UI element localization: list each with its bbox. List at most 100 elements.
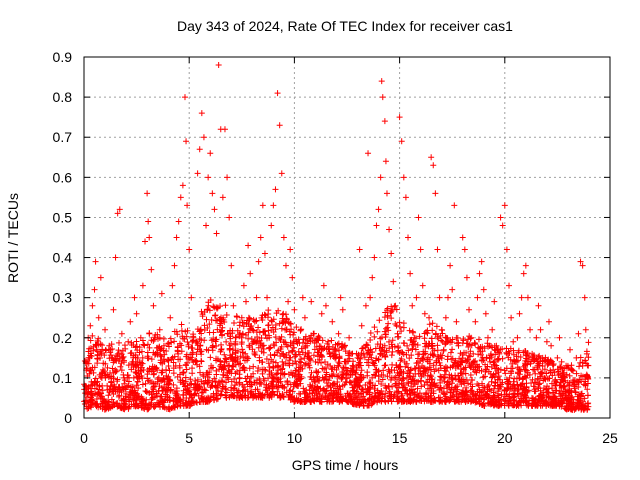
data-point (329, 319, 335, 325)
data-point (430, 162, 436, 168)
data-point (365, 150, 371, 156)
data-point (445, 295, 451, 301)
data-point (146, 330, 152, 336)
data-point (183, 138, 189, 144)
data-point (161, 336, 167, 342)
data-point (384, 349, 390, 355)
data-point (140, 382, 146, 388)
data-point (478, 352, 484, 358)
data-point (119, 367, 125, 373)
data-point (460, 235, 466, 241)
y-tick-label: 0 (64, 410, 72, 426)
data-point (418, 378, 424, 384)
data-point (576, 363, 582, 369)
data-point (434, 323, 440, 329)
data-point (350, 358, 356, 364)
data-point (462, 247, 468, 253)
data-point (413, 295, 419, 301)
data-point (214, 230, 220, 236)
data-point (472, 319, 478, 325)
data-point (234, 313, 240, 319)
x-tick-label: 25 (602, 430, 618, 446)
data-point (502, 370, 508, 376)
data-point (253, 318, 259, 324)
data-point (198, 358, 204, 364)
data-point (319, 311, 325, 317)
data-point (460, 340, 466, 346)
data-point (424, 330, 430, 336)
data-point (105, 392, 111, 398)
data-point (146, 235, 152, 241)
data-point (328, 338, 334, 344)
data-point (149, 356, 155, 362)
data-point (388, 251, 394, 257)
data-point (449, 287, 455, 293)
data-point (382, 118, 388, 124)
y-tick-label: 0.3 (53, 290, 73, 306)
data-point (93, 259, 99, 265)
data-point (367, 337, 373, 343)
y-tick-label: 0.9 (53, 49, 73, 65)
data-point (398, 328, 404, 334)
y-tick-label: 0.7 (53, 129, 73, 145)
data-point (437, 295, 443, 301)
data-point (159, 291, 165, 297)
data-point (174, 235, 180, 241)
data-point (256, 259, 262, 265)
data-point (477, 271, 483, 277)
x-tick-labels: 0 5 10 15 20 25 (80, 430, 618, 446)
data-point (320, 337, 326, 343)
data-point (400, 376, 406, 382)
data-point (348, 351, 354, 357)
data-point (489, 327, 495, 333)
data-point (481, 287, 487, 293)
data-point (247, 271, 253, 277)
data-point (483, 311, 489, 317)
data-point (485, 335, 491, 341)
data-point (383, 362, 389, 368)
data-point (231, 320, 237, 326)
data-point (275, 90, 281, 96)
data-point (140, 283, 146, 289)
y-tick-label: 0.6 (53, 169, 73, 185)
data-point (102, 327, 108, 333)
data-point (212, 312, 218, 318)
data-point (357, 247, 363, 253)
data-point (175, 347, 181, 353)
data-point (527, 327, 533, 333)
data-point (232, 335, 238, 341)
data-point (521, 271, 527, 277)
data-point (517, 311, 523, 317)
data-point (401, 174, 407, 180)
data-point (87, 323, 93, 329)
data-point (272, 186, 278, 192)
data-point (583, 327, 589, 333)
data-point (523, 263, 529, 269)
data-point (224, 312, 230, 318)
y-tick-label: 0.8 (53, 89, 73, 105)
data-point (338, 295, 344, 301)
data-point (220, 194, 226, 200)
data-point (186, 247, 192, 253)
data-point (336, 331, 342, 337)
data-point (321, 283, 327, 289)
data-point (125, 339, 131, 345)
data-point (380, 94, 386, 100)
data-point (557, 335, 563, 341)
data-point (296, 349, 302, 355)
data-point (117, 364, 123, 370)
data-point (92, 287, 98, 293)
data-point (397, 324, 403, 330)
data-point (266, 346, 272, 352)
data-point (389, 352, 395, 358)
data-point (210, 329, 216, 335)
data-point (403, 194, 409, 200)
data-point (443, 315, 449, 321)
data-point (500, 356, 506, 362)
data-point (197, 146, 203, 152)
data-point (260, 202, 266, 208)
data-point (150, 303, 156, 309)
data-point (205, 174, 211, 180)
data-point (373, 222, 379, 228)
y-tick-label: 0.5 (53, 209, 73, 225)
